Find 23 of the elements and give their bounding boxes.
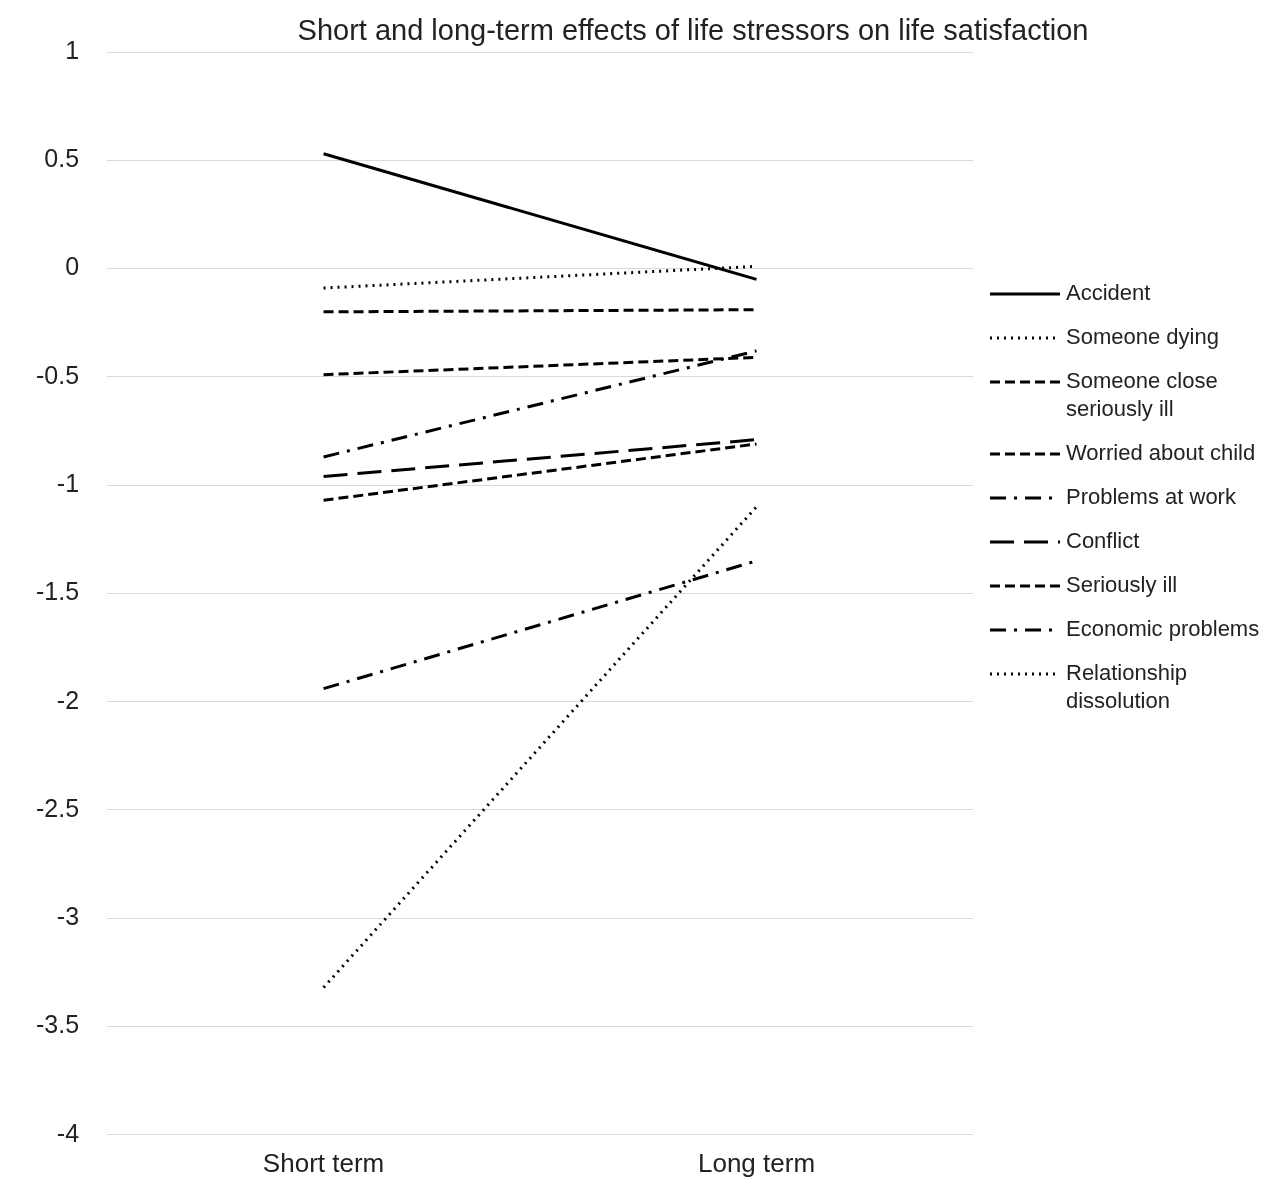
chart-title: Short and long-term effects of life stressors on life satisfaction [296,14,1090,47]
y-tick-label: 0.5 [44,144,80,173]
y-tick-label: -3 [56,902,80,931]
y-tick-label: -1.5 [35,577,80,606]
legend-label: Worried about child [1066,439,1256,467]
legend-label: Relationship dissolution [1066,659,1189,715]
legend-label: Seriously ill [1066,571,1178,599]
x-tick-label: Long term [697,1147,816,1178]
legend-label: Economic problems [1066,615,1260,643]
legend-label: Problems at work [1066,483,1236,511]
y-tick-label: -1 [56,469,80,498]
y-tick-label: -2 [56,685,80,714]
y-tick-label: 0 [65,252,80,281]
legend-label: Someone close seriously ill [1066,367,1219,423]
y-tick-label: -3.5 [35,1010,80,1039]
y-tick-label: -4 [56,1118,80,1147]
legend-label: Accident [1066,279,1151,307]
legend-label: Someone dying [1066,323,1219,351]
y-tick-label: -0.5 [35,360,80,389]
legend-label: Conflict [1066,527,1140,555]
x-tick-label: Short term [262,1147,385,1178]
y-tick-label: 1 [65,35,80,64]
y-tick-label: -2.5 [35,793,80,822]
